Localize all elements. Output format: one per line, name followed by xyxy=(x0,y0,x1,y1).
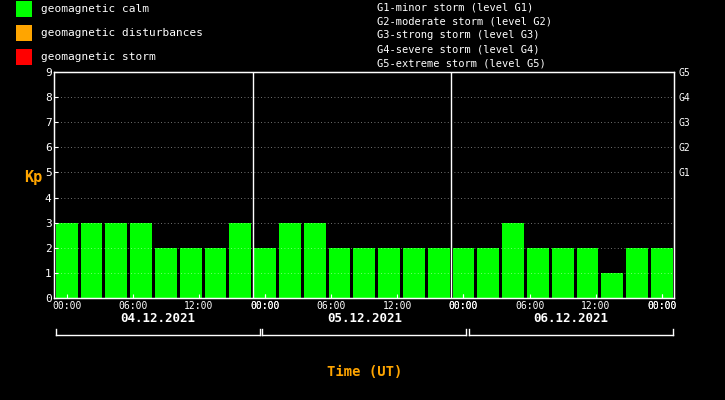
Text: 04.12.2021: 04.12.2021 xyxy=(120,312,195,325)
Bar xyxy=(552,248,573,298)
Text: geomagnetic storm: geomagnetic storm xyxy=(41,52,155,62)
Bar xyxy=(428,248,450,298)
Bar xyxy=(80,223,102,298)
Bar xyxy=(626,248,648,298)
Bar xyxy=(353,248,376,298)
Bar xyxy=(328,248,350,298)
Bar xyxy=(229,223,252,298)
Text: geomagnetic calm: geomagnetic calm xyxy=(41,4,149,14)
Text: 06.12.2021: 06.12.2021 xyxy=(534,312,608,325)
Bar xyxy=(155,248,177,298)
Bar xyxy=(180,248,202,298)
Bar xyxy=(16,2,32,17)
Bar xyxy=(502,223,524,298)
Bar xyxy=(16,25,32,41)
Bar xyxy=(527,248,549,298)
Bar xyxy=(601,273,624,298)
Bar xyxy=(279,223,301,298)
Bar xyxy=(651,248,673,298)
Bar xyxy=(254,248,276,298)
Y-axis label: Kp: Kp xyxy=(25,170,43,185)
Bar xyxy=(130,223,152,298)
Bar xyxy=(403,248,425,298)
Bar xyxy=(304,223,326,298)
Bar xyxy=(105,223,128,298)
Text: G4-severe storm (level G4): G4-severe storm (level G4) xyxy=(377,44,539,54)
Bar xyxy=(378,248,400,298)
Text: 05.12.2021: 05.12.2021 xyxy=(327,312,402,325)
Text: geomagnetic disturbances: geomagnetic disturbances xyxy=(41,28,202,38)
Text: G2-moderate storm (level G2): G2-moderate storm (level G2) xyxy=(377,16,552,26)
Bar xyxy=(16,49,32,65)
Bar xyxy=(204,248,226,298)
Text: Time (UT): Time (UT) xyxy=(327,365,402,379)
Bar xyxy=(452,248,474,298)
Bar xyxy=(477,248,500,298)
Text: G3-strong storm (level G3): G3-strong storm (level G3) xyxy=(377,30,539,40)
Text: G5-extreme storm (level G5): G5-extreme storm (level G5) xyxy=(377,58,546,68)
Text: G1-minor storm (level G1): G1-minor storm (level G1) xyxy=(377,2,534,12)
Bar xyxy=(576,248,598,298)
Bar xyxy=(56,223,78,298)
